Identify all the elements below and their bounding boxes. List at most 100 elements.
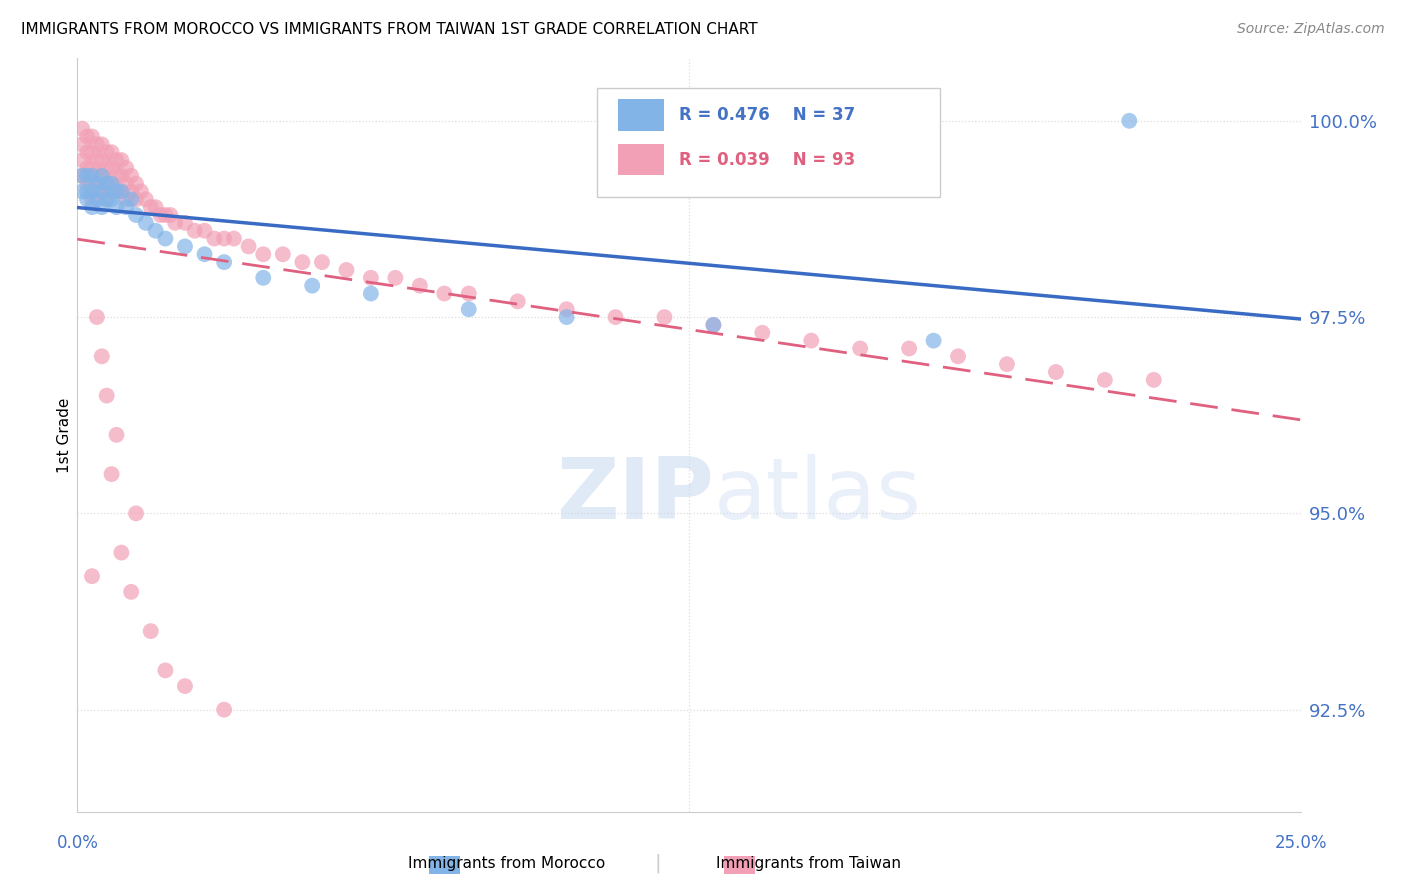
- Point: [155, 664, 177, 678]
- Point: [120, 185, 142, 199]
- Point: [139, 624, 162, 639]
- Point: [70, 169, 93, 183]
- Point: [90, 349, 112, 363]
- Point: [184, 224, 207, 238]
- Point: [165, 216, 187, 230]
- Point: [96, 177, 118, 191]
- Point: [335, 263, 357, 277]
- Point: [80, 177, 103, 191]
- Point: [100, 145, 122, 160]
- Point: [100, 177, 122, 191]
- Point: [271, 247, 294, 261]
- Point: [1118, 113, 1140, 128]
- Text: Immigrants from Morocco: Immigrants from Morocco: [408, 856, 605, 871]
- Point: [105, 428, 128, 442]
- Point: [70, 185, 93, 199]
- Text: 25.0%: 25.0%: [1274, 834, 1327, 852]
- Point: [76, 145, 98, 160]
- Point: [76, 129, 98, 144]
- Point: [174, 239, 197, 253]
- Point: [125, 507, 148, 521]
- Point: [105, 200, 128, 214]
- Point: [105, 169, 128, 183]
- Point: [252, 270, 274, 285]
- Point: [80, 145, 103, 160]
- Point: [90, 185, 112, 199]
- Point: [80, 169, 103, 183]
- Bar: [619, 144, 665, 176]
- Point: [80, 192, 103, 206]
- Point: [90, 153, 112, 167]
- Point: [96, 177, 118, 191]
- Point: [995, 357, 1018, 371]
- Point: [100, 192, 122, 206]
- Point: [96, 161, 118, 175]
- Point: [654, 310, 676, 324]
- Point: [384, 270, 406, 285]
- Text: Immigrants from Taiwan: Immigrants from Taiwan: [716, 856, 901, 871]
- Point: [311, 255, 333, 269]
- Point: [76, 177, 98, 191]
- Point: [139, 200, 162, 214]
- Point: [252, 247, 274, 261]
- Point: [1143, 373, 1166, 387]
- Point: [125, 177, 148, 191]
- Point: [212, 231, 235, 245]
- Point: [360, 270, 382, 285]
- Point: [155, 208, 177, 222]
- Point: [212, 255, 235, 269]
- Point: [174, 679, 197, 693]
- Text: R = 0.476    N = 37: R = 0.476 N = 37: [679, 106, 855, 124]
- Point: [76, 169, 98, 183]
- Point: [457, 302, 479, 317]
- Text: R = 0.039    N = 93: R = 0.039 N = 93: [679, 151, 855, 169]
- Point: [946, 349, 969, 363]
- Point: [433, 286, 456, 301]
- Point: [86, 153, 108, 167]
- Point: [100, 161, 122, 175]
- Point: [135, 216, 157, 230]
- Point: [898, 342, 921, 356]
- Point: [90, 185, 112, 199]
- Point: [409, 278, 432, 293]
- Point: [360, 286, 382, 301]
- Point: [922, 334, 945, 348]
- Point: [100, 177, 122, 191]
- Point: [96, 388, 118, 402]
- Point: [751, 326, 773, 340]
- Point: [110, 153, 132, 167]
- Point: [193, 224, 215, 238]
- Point: [120, 585, 142, 599]
- Point: [105, 185, 128, 199]
- Point: [120, 169, 142, 183]
- Point: [80, 200, 103, 214]
- Point: [80, 185, 103, 199]
- Point: [80, 129, 103, 144]
- Point: [120, 192, 142, 206]
- Point: [76, 192, 98, 206]
- Text: |: |: [655, 854, 661, 873]
- Point: [301, 278, 323, 293]
- Point: [145, 200, 167, 214]
- Point: [135, 192, 157, 206]
- Point: [506, 294, 529, 309]
- Point: [222, 231, 245, 245]
- Point: [155, 231, 177, 245]
- Point: [86, 177, 108, 191]
- Point: [105, 153, 128, 167]
- Text: Source: ZipAtlas.com: Source: ZipAtlas.com: [1237, 22, 1385, 37]
- Point: [70, 121, 93, 136]
- Point: [193, 247, 215, 261]
- FancyBboxPatch shape: [598, 88, 939, 197]
- Point: [90, 137, 112, 152]
- Point: [115, 161, 138, 175]
- Bar: [619, 99, 665, 130]
- Point: [605, 310, 627, 324]
- Point: [86, 137, 108, 152]
- Point: [70, 153, 93, 167]
- Point: [86, 169, 108, 183]
- Point: [555, 302, 578, 317]
- Point: [849, 342, 872, 356]
- Point: [76, 185, 98, 199]
- Point: [80, 161, 103, 175]
